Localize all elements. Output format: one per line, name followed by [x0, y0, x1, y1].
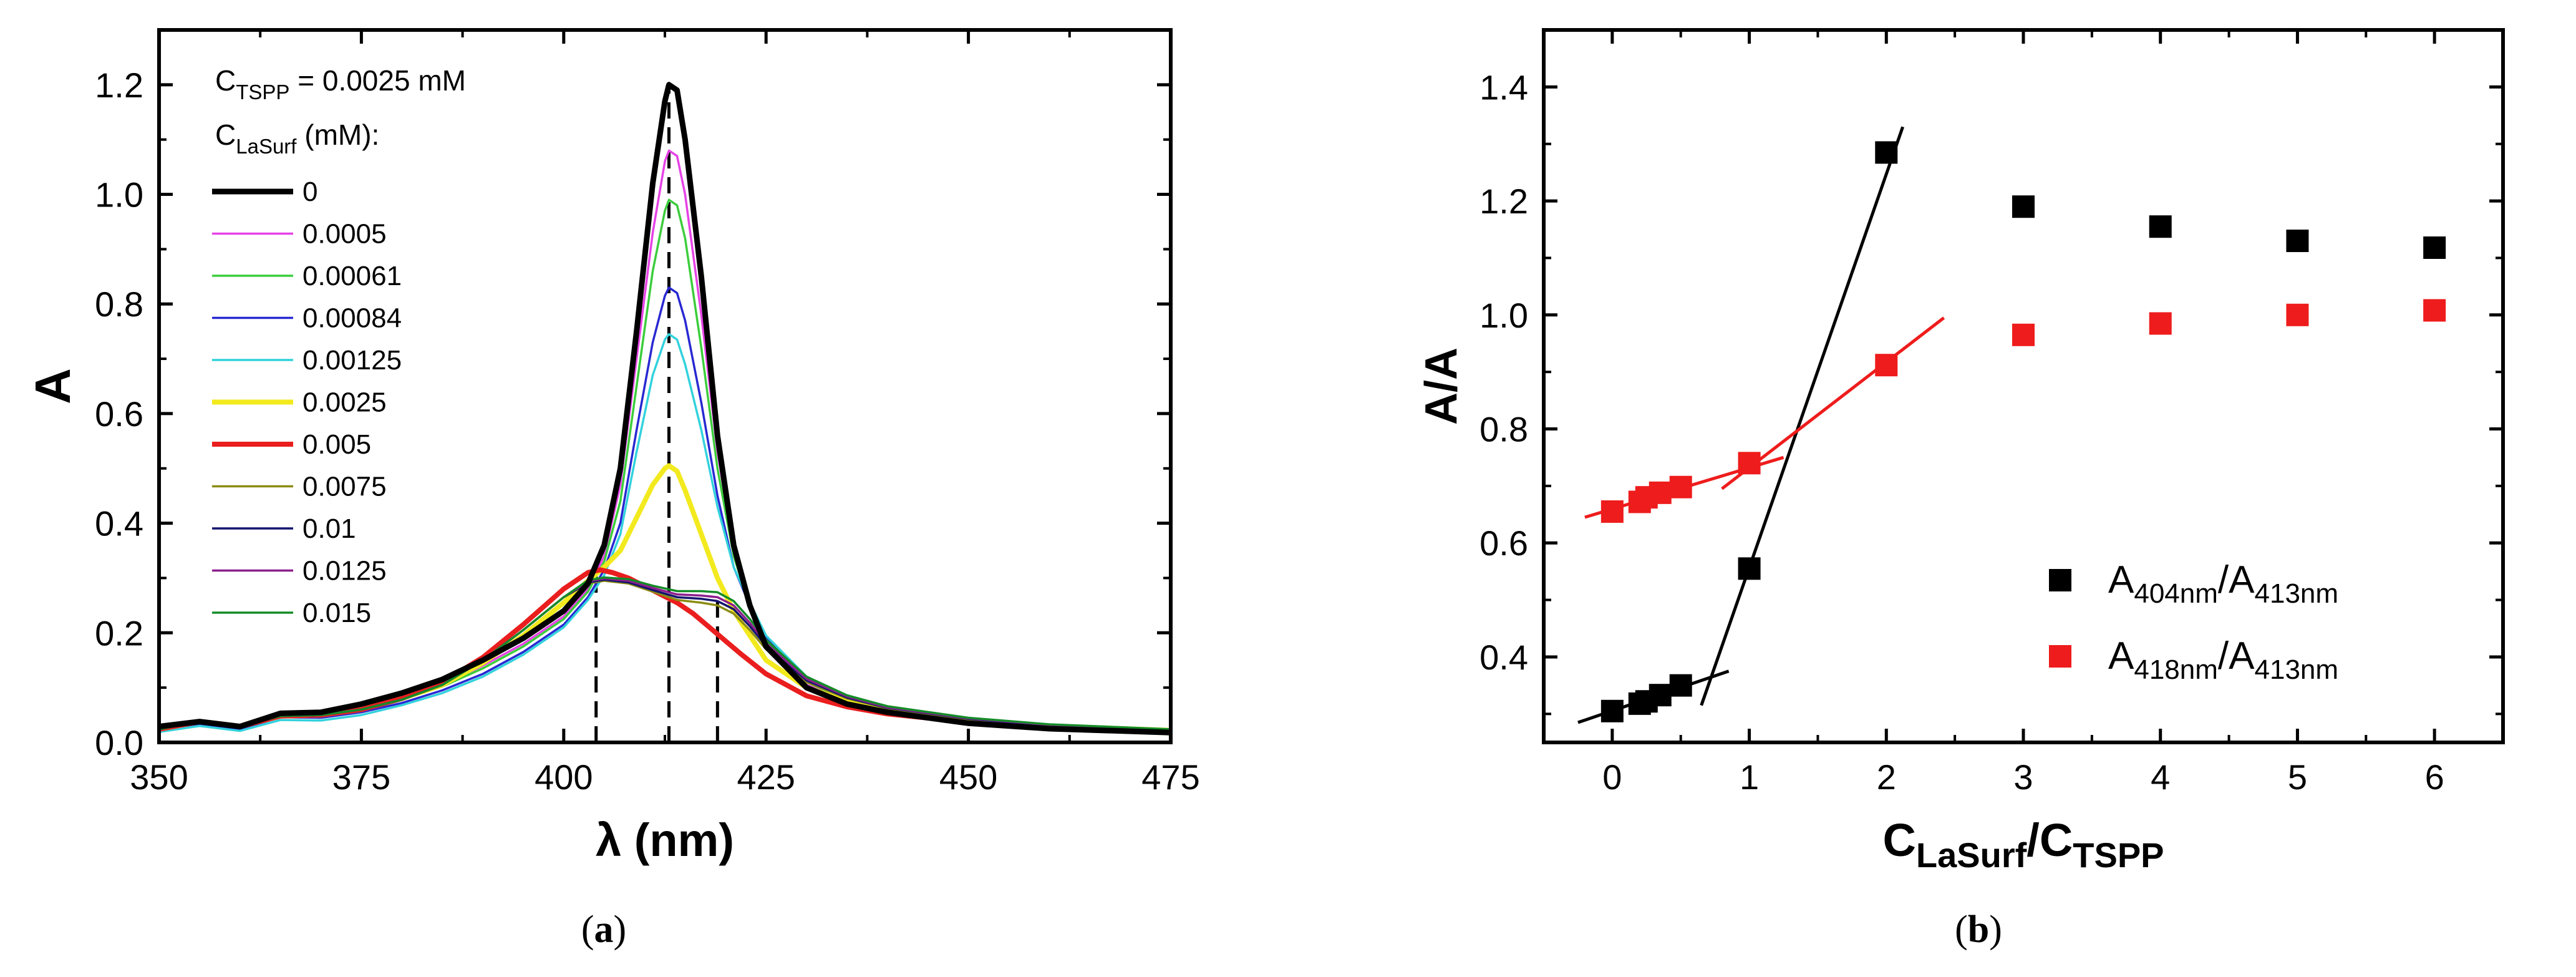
- x-tick-label-a: 400: [535, 757, 593, 797]
- peak-marker-lines: [594, 84, 719, 742]
- x-tick-label-b: 6: [2425, 757, 2444, 797]
- legend-label-0.01: 0.01: [303, 513, 356, 544]
- x-tick-label-a: 350: [130, 757, 188, 797]
- y-axis-title-b: A/A: [1416, 348, 1466, 425]
- y-tick-label-a: 0.0: [95, 723, 143, 762]
- spectra-curves: [158, 82, 1171, 736]
- point-series0-3: [1649, 684, 1672, 707]
- legend-label-0.00084: 0.00084: [303, 303, 402, 334]
- plot-frame-b: [1542, 28, 2505, 744]
- x-tick-label-a: 375: [332, 757, 390, 797]
- y-tick-label-b: 0.4: [1479, 638, 1528, 677]
- legend-a: 0 0.0005 0.00061 0.00084 0.00125 0.0025 0.005 0…: [212, 177, 402, 628]
- legend-title-a: CLaSurf (mM):: [215, 119, 379, 158]
- x-tick-label-b: 3: [2013, 757, 2033, 797]
- point-series1-4: [1669, 475, 1692, 498]
- legend-label-0.00125: 0.00125: [303, 345, 402, 376]
- legend-label-0.0005: 0.0005: [303, 219, 387, 250]
- panel-label-a: (a): [581, 908, 626, 951]
- x-tick-label-b: 0: [1602, 757, 1622, 797]
- point-series0-7: [2012, 195, 2035, 218]
- x-axis-title-a: λ (nm): [596, 814, 734, 866]
- x-axis-title-b: CLaSurf/CTSPP: [1882, 814, 2164, 875]
- y-axis-title-a: A: [25, 368, 80, 404]
- point-series0-8: [2149, 215, 2172, 238]
- legend-label-0.00061: 0.00061: [303, 261, 402, 291]
- y-tick-label-a: 0.6: [95, 394, 143, 434]
- panel-a-chart: 350 375 400 425 450 4750.00.20.40.60.81.01.2 …: [25, 28, 1200, 951]
- x-tick-label-a: 425: [737, 757, 795, 797]
- point-series1-9: [2286, 303, 2309, 326]
- point-series0-4: [1669, 674, 1692, 697]
- point-series1-0: [1600, 500, 1624, 523]
- y-tick-label-b: 0.6: [1479, 523, 1528, 563]
- point-series0-6: [1875, 141, 1898, 164]
- legend-label-0.0125: 0.0125: [303, 556, 387, 586]
- y-tick-label-b: 1.4: [1479, 67, 1528, 107]
- point-series0-5: [1738, 557, 1761, 580]
- point-series0-9: [2286, 230, 2309, 253]
- y-tick-label-a: 1.0: [95, 175, 143, 215]
- annotation-c-tspp: CTSPP = 0.0025 mM: [215, 64, 466, 104]
- legend-label-b-0: A404nm/A413nm: [2108, 558, 2338, 609]
- scatter-points: [1600, 141, 2446, 722]
- legend-label-0: 0: [303, 177, 317, 207]
- panel-label-b: (b): [1955, 908, 2002, 951]
- point-series1-10: [2423, 299, 2446, 322]
- point-series0-10: [2423, 236, 2446, 259]
- y-tick-label-a: 0.4: [95, 504, 143, 543]
- legend-label-0.0025: 0.0025: [303, 387, 387, 418]
- legend-marker-b-0: [2049, 569, 2071, 591]
- fit-lines: [1577, 126, 1945, 724]
- x-tick-label-b: 1: [1740, 757, 1759, 797]
- legend-label-0.0075: 0.0075: [303, 472, 387, 502]
- point-series1-5: [1738, 452, 1761, 475]
- y-tick-label-a: 0.8: [95, 284, 143, 324]
- x-tick-label-b: 2: [1877, 757, 1896, 797]
- x-tick-label-a: 450: [939, 757, 997, 797]
- legend-b: A404nm/A413nm A418nm/A413nm: [2049, 558, 2338, 685]
- x-tick-label-b: 5: [2288, 757, 2307, 797]
- x-tick-label-b: 4: [2151, 757, 2170, 797]
- legend-marker-b-1: [2049, 645, 2071, 668]
- legend-label-0.015: 0.015: [303, 598, 371, 628]
- point-series1-8: [2149, 312, 2172, 335]
- legend-label-0.005: 0.005: [303, 429, 371, 460]
- spectrum-line-0.015: [158, 576, 1171, 731]
- spectrum-line-0: [158, 82, 1171, 736]
- fit-line-1: [1700, 126, 1905, 706]
- point-series1-3: [1649, 481, 1672, 504]
- y-tick-label-a: 1.2: [95, 66, 143, 105]
- y-tick-label-b: 1.0: [1479, 296, 1528, 335]
- y-tick-label-a: 0.2: [95, 613, 143, 653]
- y-tick-label-b: 0.8: [1479, 410, 1528, 449]
- y-tick-label-b: 1.2: [1479, 182, 1528, 221]
- legend-label-b-1: A418nm/A413nm: [2108, 634, 2338, 685]
- point-series1-6: [1875, 354, 1898, 377]
- x-tick-label-a: 475: [1141, 757, 1199, 797]
- point-series0-0: [1600, 699, 1624, 722]
- point-series1-7: [2012, 323, 2035, 346]
- panel-b-chart: 0 1 2 3 4 5 60.40.60.81.01.21.4 A404nm/A413nmA…: [1416, 28, 2505, 951]
